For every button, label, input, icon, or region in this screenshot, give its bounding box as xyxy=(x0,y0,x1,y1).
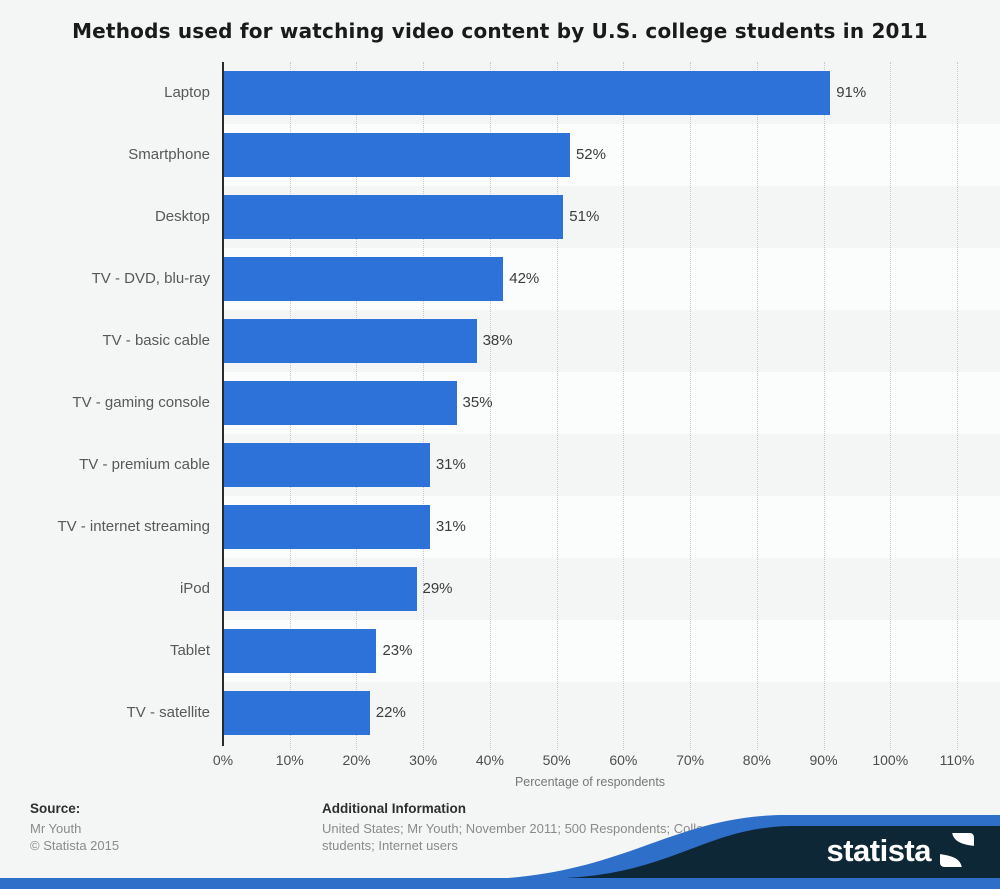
category-label: Tablet xyxy=(169,642,210,659)
bar xyxy=(223,319,477,363)
x-tick-label: 0% xyxy=(212,752,234,768)
value-label: 31% xyxy=(435,518,466,535)
value-label: 23% xyxy=(382,642,413,659)
source-line-2: © Statista 2015 xyxy=(30,838,120,854)
footer: Source: Mr Youth © Statista 2015 Additio… xyxy=(0,788,1000,889)
statista-logo-text: statista xyxy=(826,832,931,868)
value-label: 91% xyxy=(836,84,867,101)
x-tick-label: 70% xyxy=(676,752,705,768)
category-label: Laptop xyxy=(164,84,210,101)
additional-info-text: United States; Mr Youth; November 2011; … xyxy=(322,821,718,854)
additional-info-label: Additional Information xyxy=(322,801,466,816)
bar xyxy=(223,567,417,611)
bar xyxy=(223,381,457,425)
value-label: 51% xyxy=(569,208,600,225)
value-label: 38% xyxy=(482,332,513,349)
chart-row: TV - premium cable 31% xyxy=(0,434,1000,496)
x-tick-label: 10% xyxy=(275,752,304,768)
chart-rows: Laptop 91% Smartphone 52% Desktop 51% TV - DVD… xyxy=(0,62,1000,744)
x-tick-label: 60% xyxy=(609,752,638,768)
x-tick-label: 90% xyxy=(809,752,838,768)
x-tick-label: 110% xyxy=(939,752,975,768)
chart-row: TV - gaming console 35% xyxy=(0,372,1000,434)
category-label: iPod xyxy=(179,580,210,597)
gridline xyxy=(957,62,958,750)
chart-row: TV - DVD, blu-ray 42% xyxy=(0,248,1000,310)
value-label: 29% xyxy=(422,580,453,597)
gridline xyxy=(890,62,892,750)
y-axis-line xyxy=(222,62,224,746)
bar xyxy=(223,443,430,487)
value-label: 31% xyxy=(435,456,466,473)
x-tick-label: 40% xyxy=(475,752,504,768)
bar xyxy=(223,195,564,239)
statista-logo: statista xyxy=(826,833,974,867)
value-label: 42% xyxy=(509,270,540,287)
category-label: TV - premium cable xyxy=(79,456,210,473)
bar xyxy=(223,133,570,177)
source-line-1: Mr Youth xyxy=(30,821,82,836)
bar xyxy=(223,629,377,673)
brand-bottom-strip xyxy=(0,878,1000,889)
gridline xyxy=(623,62,625,750)
bar-area: 91% xyxy=(223,62,957,124)
x-tick-label: 50% xyxy=(542,752,571,768)
additional-info-block: Additional Information United States; Mr… xyxy=(322,801,754,855)
bar-area: 52% xyxy=(223,124,957,186)
gridline xyxy=(823,62,825,750)
brand-wave-graphic xyxy=(508,815,1000,878)
gridline xyxy=(756,62,758,750)
x-axis-title: Percentage of respondents xyxy=(514,775,666,789)
bar-area: 29% xyxy=(223,558,957,620)
chart-row: Desktop 51% xyxy=(0,186,1000,248)
x-tick-label: 80% xyxy=(742,752,771,768)
category-label: Desktop xyxy=(154,208,210,225)
category-label: TV - DVD, blu-ray xyxy=(91,270,210,287)
bar-area: 35% xyxy=(223,372,957,434)
bar-area: 22% xyxy=(223,682,957,744)
bar-area: 31% xyxy=(223,496,957,558)
bar-area: 42% xyxy=(223,248,957,310)
bar-area: 31% xyxy=(223,434,957,496)
source-label: Source: xyxy=(30,801,81,816)
value-label: 52% xyxy=(575,146,606,163)
bar xyxy=(223,505,430,549)
chart-row: TV - internet streaming 31% xyxy=(0,496,1000,558)
source-block: Source: Mr Youth © Statista 2015 xyxy=(30,801,119,855)
gridline xyxy=(690,62,692,750)
category-label: TV - gaming console xyxy=(72,394,210,411)
category-label: TV - internet streaming xyxy=(57,518,210,535)
chart-row: Laptop 91% xyxy=(0,62,1000,124)
chart-row: iPod 29% xyxy=(0,558,1000,620)
value-label: 22% xyxy=(375,704,406,721)
statista-wave-icon xyxy=(940,833,974,867)
bar-chart: Laptop 91% Smartphone 52% Desktop 51% TV - DVD… xyxy=(0,62,1000,789)
bar-area: 23% xyxy=(223,620,957,682)
category-label: TV - basic cable xyxy=(102,332,210,349)
category-label: Smartphone xyxy=(128,146,210,163)
chart-title: Methods used for watching video content … xyxy=(72,19,928,43)
category-label: TV - satellite xyxy=(126,704,210,721)
chart-row: TV - satellite 22% xyxy=(0,682,1000,744)
gridline xyxy=(556,62,558,750)
x-tick-label: 20% xyxy=(342,752,371,768)
bar xyxy=(223,71,831,115)
x-tick-label: 30% xyxy=(409,752,438,768)
chart-row: Smartphone 52% xyxy=(0,124,1000,186)
bar-area: 51% xyxy=(223,186,957,248)
bar-area: 38% xyxy=(223,310,957,372)
chart-row: Tablet 23% xyxy=(0,620,1000,682)
gridline xyxy=(489,62,491,750)
bar xyxy=(223,257,504,301)
bar xyxy=(223,691,370,735)
chart-row: TV - basic cable 38% xyxy=(0,310,1000,372)
x-tick-label: 100% xyxy=(872,752,909,768)
value-label: 35% xyxy=(462,394,493,411)
